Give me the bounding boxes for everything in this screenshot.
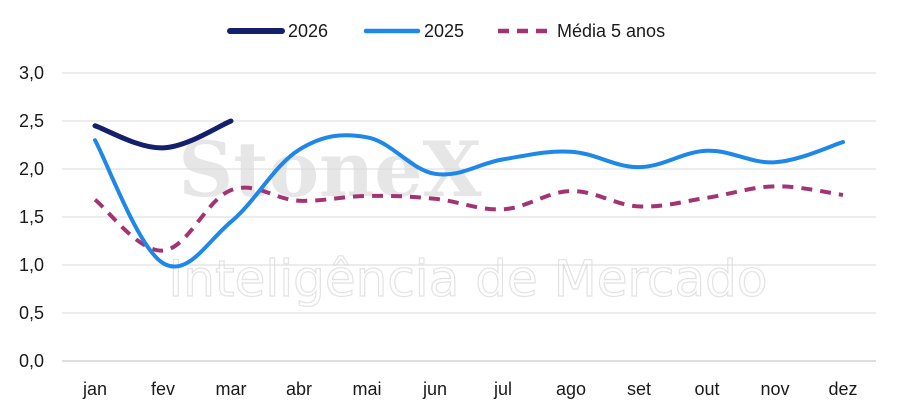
y-tick-label: 3,0 bbox=[19, 63, 44, 83]
x-tick-label: set bbox=[627, 379, 651, 399]
watermark-subtitle: Inteligência de Mercado bbox=[169, 250, 768, 308]
x-tick-label: jun bbox=[422, 379, 447, 399]
x-tick-label: abr bbox=[286, 379, 312, 399]
series-line-2026 bbox=[92, 118, 234, 151]
x-tick-label: nov bbox=[760, 379, 789, 399]
legend: 2026 2025 Média 5 anos bbox=[227, 21, 665, 41]
y-tick-label: 0,5 bbox=[19, 303, 44, 323]
grid bbox=[62, 72, 876, 362]
x-tick-label: mai bbox=[352, 379, 381, 399]
series-lines bbox=[92, 118, 845, 269]
x-axis-labels: jan fev mar abr mai jun jul ago set out nov dez bbox=[82, 379, 858, 399]
x-tick-label: out bbox=[694, 379, 719, 399]
legend-label: Média 5 anos bbox=[557, 21, 665, 41]
y-tick-label: 0,0 bbox=[19, 351, 44, 371]
series-line-média-5-anos bbox=[93, 184, 844, 253]
y-tick-label: 1,0 bbox=[19, 255, 44, 275]
x-tick-label: dez bbox=[828, 379, 857, 399]
y-axis-labels: 0,0 0,5 1,0 1,5 2,0 2,5 3,0 bbox=[19, 63, 44, 371]
x-tick-label: fev bbox=[151, 379, 175, 399]
y-tick-label: 2,0 bbox=[19, 159, 44, 179]
y-tick-label: 2,5 bbox=[19, 111, 44, 131]
y-tick-label: 1,5 bbox=[19, 207, 44, 227]
legend-label: 2025 bbox=[424, 21, 464, 41]
series-line-2025 bbox=[93, 133, 845, 269]
x-tick-label: mar bbox=[216, 379, 247, 399]
legend-label: 2026 bbox=[288, 21, 328, 41]
x-tick-label: jan bbox=[82, 379, 107, 399]
x-tick-label: ago bbox=[556, 379, 586, 399]
x-tick-label: jul bbox=[493, 379, 512, 399]
